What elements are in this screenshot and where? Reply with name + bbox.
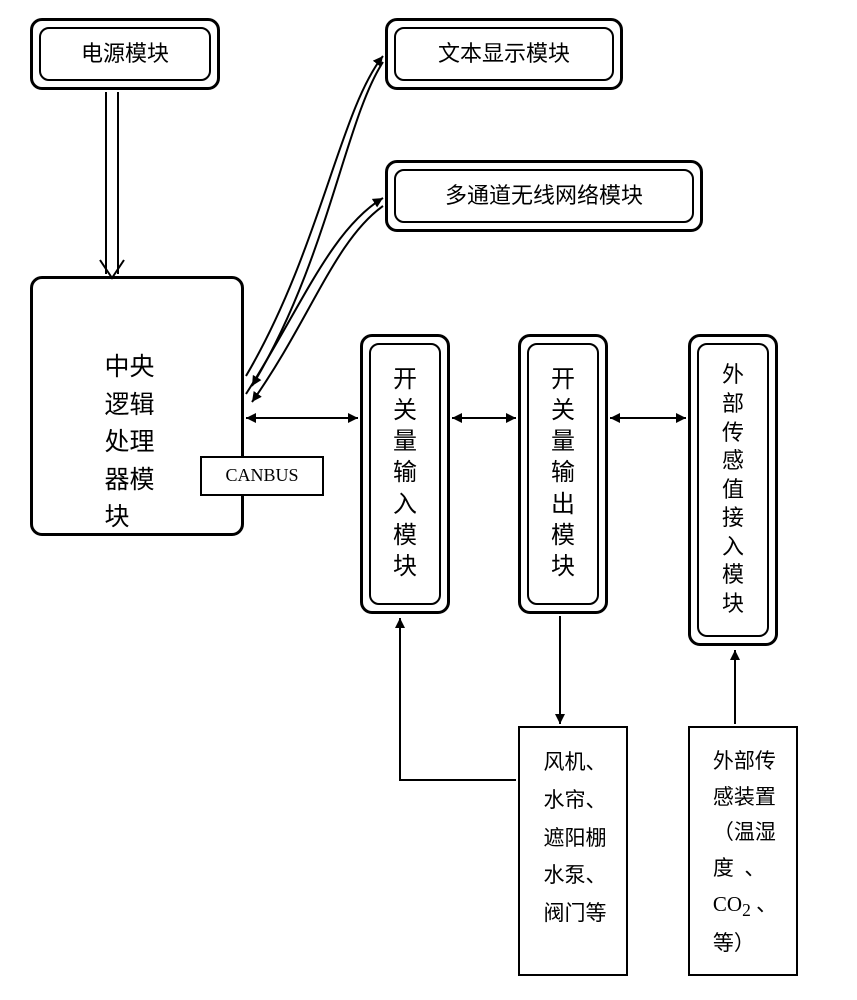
sensors-label: 外部传感装置（温湿度 、CO2 、等）: [701, 728, 785, 961]
cpu-module-label: 中央逻辑处理器模块: [85, 279, 190, 537]
arrow-power-to-cpu: [100, 92, 124, 278]
digital-output-module-label: 开关量输出模块: [549, 365, 578, 583]
wireless-module-box: 多通道无线网络模块: [385, 160, 703, 232]
text-display-module-box: 文本显示模块: [385, 18, 623, 90]
digital-input-module-box: 开关量输入模块: [360, 334, 450, 614]
digital-input-module-label: 开关量输入模块: [391, 365, 420, 583]
digital-output-module-box: 开关量输出模块: [518, 334, 608, 614]
sensor-input-module-label: 外部传感值接入模块: [720, 361, 746, 618]
devices-box: 风机、水帘、遮阳棚水泵、阀门等: [518, 726, 628, 976]
power-module-box: 电源模块: [30, 18, 220, 90]
cpu-module-box: 中央逻辑处理器模块: [30, 276, 244, 536]
devices-label: 风机、水帘、遮阳棚水泵、阀门等: [532, 728, 615, 933]
text-display-module-label: 文本显示模块: [434, 35, 574, 74]
power-module-label: 电源模块: [77, 35, 173, 74]
arrow-cpu-display-bidir: [246, 56, 383, 386]
sensor-input-module-box: 外部传感值接入模块: [688, 334, 778, 646]
sensors-box: 外部传感装置（温湿度 、CO2 、等）: [688, 726, 798, 976]
arrow-devices-to-din: [400, 618, 516, 780]
canbus-box: CANBUS: [200, 456, 324, 496]
wireless-module-label: 多通道无线网络模块: [441, 177, 647, 216]
canbus-label: CANBUS: [221, 459, 302, 492]
